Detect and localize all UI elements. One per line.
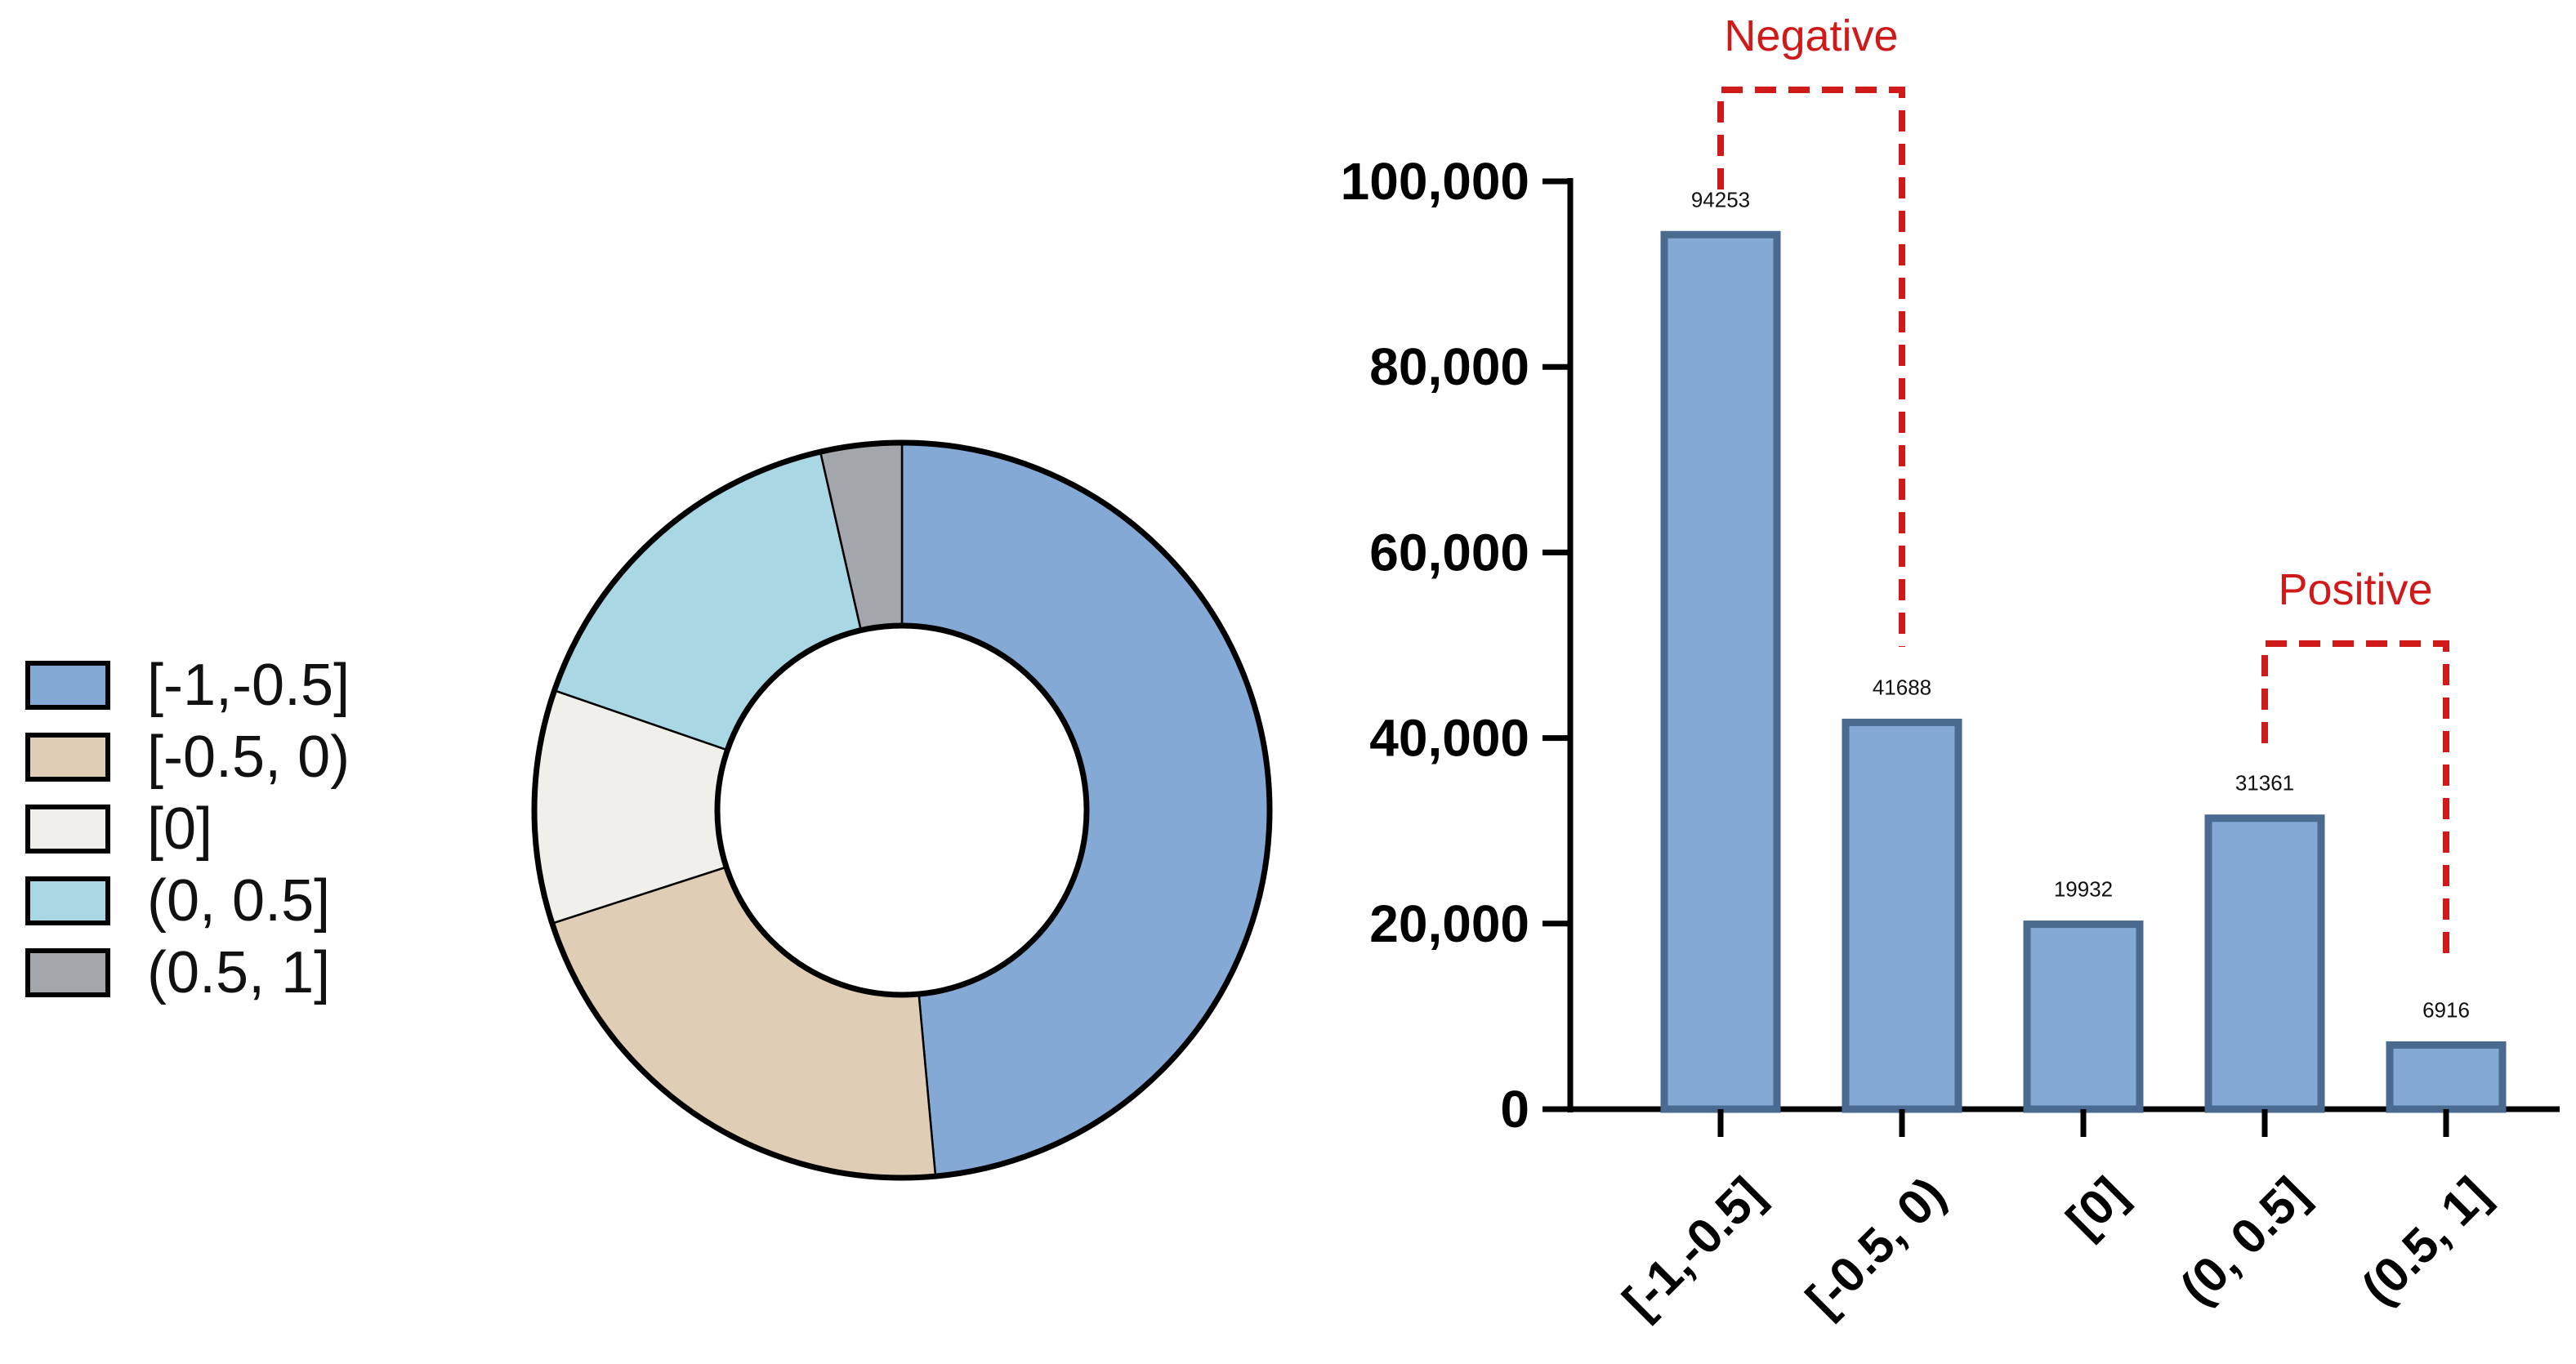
x-tick-label-0-5-0: [-0.5, 0)	[1796, 1166, 1956, 1326]
legend-swatch-0-5-0	[25, 733, 110, 782]
legend-label-1-0-5: [-1,-0.5]	[147, 653, 350, 718]
legend-swatch-0	[25, 805, 110, 854]
annotation-label-negative: Negative	[1724, 11, 1898, 60]
y-tick-label-0: 0	[1500, 1080, 1529, 1139]
x-tick-label-0-5-1: (0.5, 1]	[2351, 1166, 2500, 1315]
data-label-0-0-5: 31361	[2235, 771, 2294, 796]
donut-chart	[531, 439, 1273, 1181]
y-tick-label-100000: 100,000	[1341, 152, 1529, 211]
donut-outer-ring	[531, 439, 1273, 1181]
legend-label-0-5-1: (0.5, 1]	[147, 940, 330, 1005]
bar-0	[2023, 920, 2144, 1113]
data-label-0-5-1: 6916	[2422, 997, 2470, 1022]
y-tick-label-40000: 40,000	[1369, 709, 1529, 768]
legend-label-0-0-5: (0, 0.5]	[147, 868, 330, 934]
x-tick-label-0-0-5: (0, 0.5]	[2170, 1166, 2319, 1315]
x-tick-label-0: [0]	[2056, 1166, 2137, 1247]
y-tick-label-20000: 20,000	[1369, 894, 1529, 953]
bar-0-5-0	[1842, 718, 1962, 1113]
donut-slice-0-5-0	[551, 866, 937, 1179]
donut-inner-ring	[714, 622, 1090, 998]
bar-0-0-5	[2204, 814, 2325, 1113]
legend-label-0-5-0: [-0.5, 0)	[147, 724, 350, 790]
annotation-bracket-negative	[1717, 87, 1905, 647]
pie-legend: [-1,-0.5][-0.5, 0)[0](0, 0.5](0.5, 1]	[25, 653, 350, 1005]
x-tick-label-1-0-5: [-1,-0.5]	[1612, 1166, 1774, 1328]
legend-swatch-0-5-1	[25, 948, 110, 997]
data-label-0-5-0: 41688	[1873, 675, 1931, 699]
y-tick-label-80000: 80,000	[1369, 337, 1529, 396]
bar-0-5-1	[2386, 1041, 2507, 1113]
legend-swatch-1-0-5	[25, 661, 110, 710]
annotation-bracket-positive	[2261, 640, 2449, 954]
legend-label-0: [0]	[147, 796, 212, 862]
data-label-1-0-5: 94253	[1691, 187, 1750, 212]
y-tick-label-60000: 60,000	[1369, 523, 1529, 582]
bar-1-0-5	[1660, 230, 1781, 1113]
data-label-0: 19932	[2054, 877, 2113, 902]
annotation-label-positive: Positive	[2278, 565, 2432, 614]
legend-swatch-0-0-5	[25, 876, 110, 925]
bar-chart: 0 20,000 40,000 60,000 80,000 100,000 94253 [-1…	[1341, 11, 2560, 1329]
